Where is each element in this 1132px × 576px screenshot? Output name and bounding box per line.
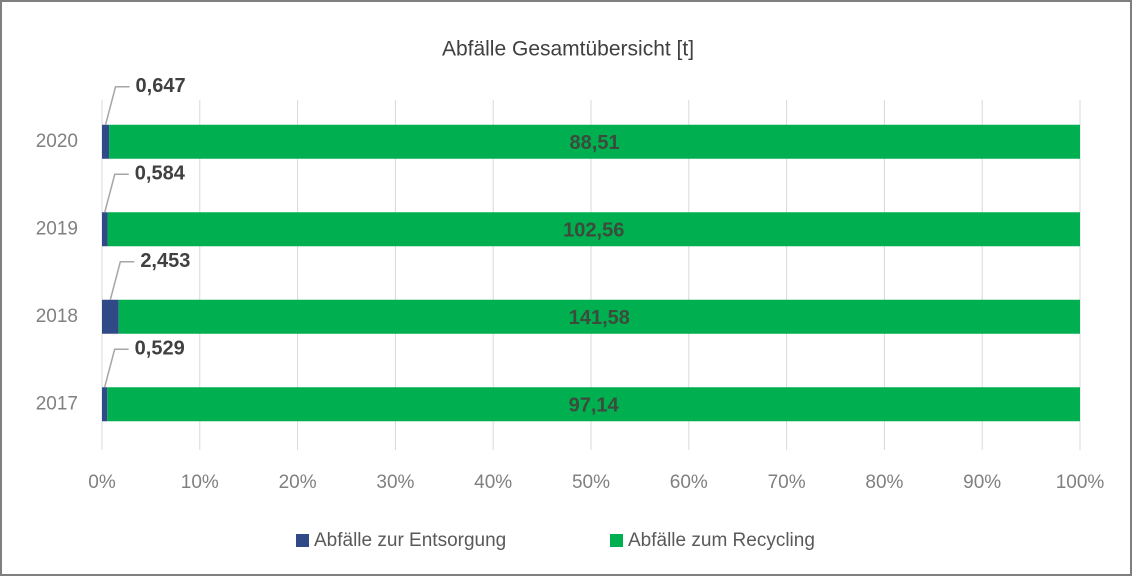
legend-swatch: [296, 534, 309, 547]
legend-label: Abfälle zum Recycling: [628, 530, 815, 551]
x-tick-label: 60%: [670, 472, 708, 493]
chart-title: Abfälle Gesamtübersicht [t]: [442, 38, 694, 61]
bar-segment: [118, 299, 1081, 334]
x-tick-label: 80%: [865, 472, 903, 493]
x-tick-label: 40%: [474, 472, 512, 493]
x-tick-label: 30%: [376, 472, 414, 493]
y-tick-label: 2019: [36, 218, 78, 239]
bar-segment: [107, 212, 1081, 247]
data-label: 97,14: [569, 395, 620, 417]
x-tick-label: 10%: [181, 472, 219, 493]
data-label: 0,647: [136, 75, 186, 97]
data-label: 0,584: [135, 163, 186, 185]
legend-swatch: [610, 534, 623, 547]
x-tick-label: 90%: [963, 472, 1001, 493]
leader-line: [104, 86, 130, 125]
bar-segment: [109, 124, 1080, 159]
y-tick-label: 2018: [36, 306, 78, 327]
x-tick-label: 70%: [768, 472, 806, 493]
data-label: 88,51: [570, 132, 620, 154]
bar-segment: [102, 387, 108, 422]
bar-segment: [102, 299, 119, 334]
x-tick-label: 100%: [1056, 472, 1105, 493]
leader-line: [109, 261, 135, 300]
data-label: 102,56: [563, 220, 624, 242]
leader-line: [103, 348, 129, 388]
bar-segment: [102, 212, 108, 247]
data-label: 2,453: [140, 250, 190, 272]
legend-label: Abfälle zur Entsorgung: [314, 530, 506, 551]
y-tick-label: 2020: [36, 131, 78, 152]
data-label: 0,529: [135, 338, 185, 360]
x-tick-label: 50%: [572, 472, 610, 493]
bar-segment: [102, 124, 110, 159]
bar-segment: [107, 387, 1080, 422]
x-tick-label: 0%: [88, 472, 116, 493]
leader-line: [104, 173, 129, 213]
x-tick-label: 20%: [279, 472, 317, 493]
y-tick-label: 2017: [36, 393, 78, 414]
data-label: 141,58: [569, 307, 630, 329]
